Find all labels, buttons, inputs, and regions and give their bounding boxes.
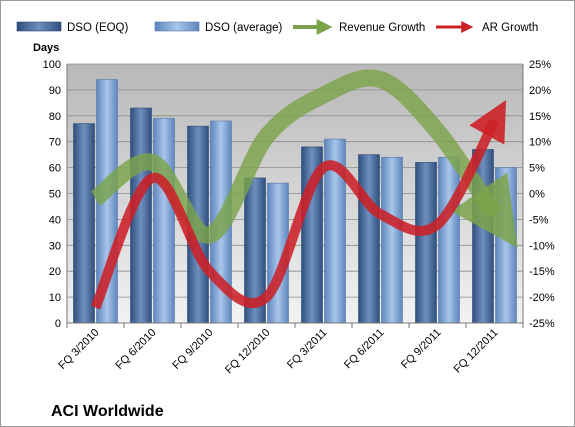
y2-tick-label: -10% [529,240,555,252]
y-axis-label: Days [33,42,59,54]
y-tick-label: 0 [55,318,61,330]
x-tick-label: FQ 9/2010 [170,327,215,372]
y2-tick-label: -5% [529,214,549,226]
y-tick-label: 80 [49,111,61,123]
legend-item-dso-average: DSO (average) [154,21,283,34]
bar-dso-average [153,118,175,324]
line-ar-growth [90,99,507,310]
y-tick-label: 20 [49,266,61,278]
legend-swatch [154,21,200,32]
bar-dso-average [438,156,460,324]
y-tick-label: 60 [49,163,61,175]
x-tick-label: FQ 9/2011 [399,327,444,372]
y2-tick-label: -20% [529,292,555,304]
x-tick-label: FQ 12/2011 [452,327,501,376]
legend-item-revenue-growth: Revenue Growth [293,19,425,35]
y2-tick-label: 0% [529,189,545,201]
y2-tick-label: 10% [529,137,551,149]
line-revenue-growth [90,69,518,248]
x-tick-label: FQ 6/2011 [342,327,387,372]
bar-dso-eoq [73,123,95,324]
chart-title: ACI Worldwide [51,403,164,420]
legend-label: AR Growth [482,22,538,34]
bar-dso-average [495,167,517,324]
x-tick-label: FQ 12/2010 [223,327,273,377]
y-tick-label: 100 [43,59,61,71]
y-tick-label: 30 [49,240,61,252]
legend-item-ar-growth: AR Growth [436,21,538,34]
legend-label: Revenue Growth [339,22,425,34]
bar-dso-average [381,156,403,324]
x-tick-label: FQ 3/2011 [285,327,330,372]
line-marks [90,69,518,310]
bar-dso-eoq [415,162,437,324]
legend-label: DSO (average) [205,22,283,34]
y-tick-label: 40 [49,214,61,226]
y-tick-label: 50 [49,189,61,201]
y-tick-label: 10 [49,292,61,304]
bar-dso-eoq [358,154,380,324]
x-tick-label: FQ 3/2010 [56,327,101,372]
y2-tick-label: 20% [529,85,551,97]
y2-tick-label: 25% [529,59,551,71]
legend-item-dso-eoq: DSO (EOQ) [16,21,129,34]
y-tick-label: 90 [49,85,61,97]
legend-label: DSO (EOQ) [67,22,129,34]
legend-swatch [16,21,62,32]
y2-tick-label: -25% [529,318,555,330]
y2-tick-label: 5% [529,163,545,175]
legend: DSO (EOQ) DSO (average) Revenue Growth AR G… [16,19,538,35]
x-tick-label: FQ 6/2010 [113,327,158,372]
y2-tick-label: -15% [529,266,555,278]
y2-tick-label: 15% [529,111,551,123]
y-tick-label: 70 [49,137,61,149]
